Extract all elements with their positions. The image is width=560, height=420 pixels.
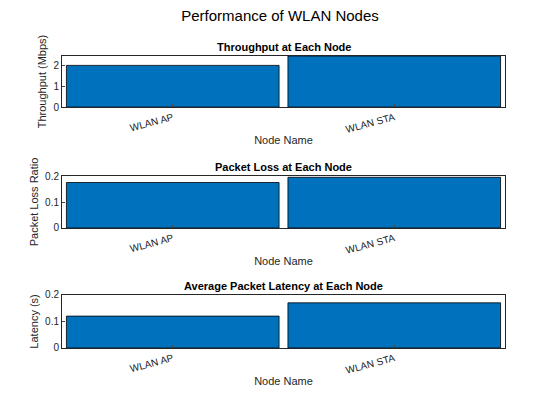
svg-text:0: 0 (53, 342, 59, 353)
svg-text:0.1: 0.1 (45, 197, 59, 208)
svg-text:WLAN STA: WLAN STA (345, 352, 397, 376)
svg-text:0: 0 (53, 102, 59, 113)
svg-text:Average Packet Latency at Each: Average Packet Latency at Each Node (184, 280, 383, 292)
svg-text:Packet Loss at Each Node: Packet Loss at Each Node (215, 161, 352, 173)
svg-text:0.2: 0.2 (45, 289, 59, 300)
svg-text:WLAN STA: WLAN STA (345, 111, 397, 135)
svg-text:WLAN AP: WLAN AP (129, 232, 175, 254)
svg-text:WLAN AP: WLAN AP (129, 352, 175, 374)
svg-text:1: 1 (53, 81, 59, 92)
svg-text:Throughput at Each Node: Throughput at Each Node (217, 41, 351, 53)
svg-text:0: 0 (53, 222, 59, 233)
svg-text:2: 2 (53, 60, 59, 71)
svg-text:Node Name: Node Name (254, 255, 313, 267)
svg-text:Node Name: Node Name (254, 134, 313, 146)
svg-text:Latency (s): Latency (s) (28, 294, 40, 348)
svg-text:Throughput (Mbps): Throughput (Mbps) (36, 35, 48, 129)
svg-text:Packet Loss Ratio: Packet Loss Ratio (28, 158, 40, 247)
svg-text:Performance of WLAN Nodes: Performance of WLAN Nodes (181, 7, 379, 24)
svg-text:WLAN STA: WLAN STA (345, 232, 397, 256)
svg-text:0.1: 0.1 (45, 316, 59, 327)
svg-text:Node Name: Node Name (254, 375, 313, 387)
svg-text:WLAN AP: WLAN AP (129, 111, 175, 133)
svg-text:0.2: 0.2 (45, 171, 59, 182)
